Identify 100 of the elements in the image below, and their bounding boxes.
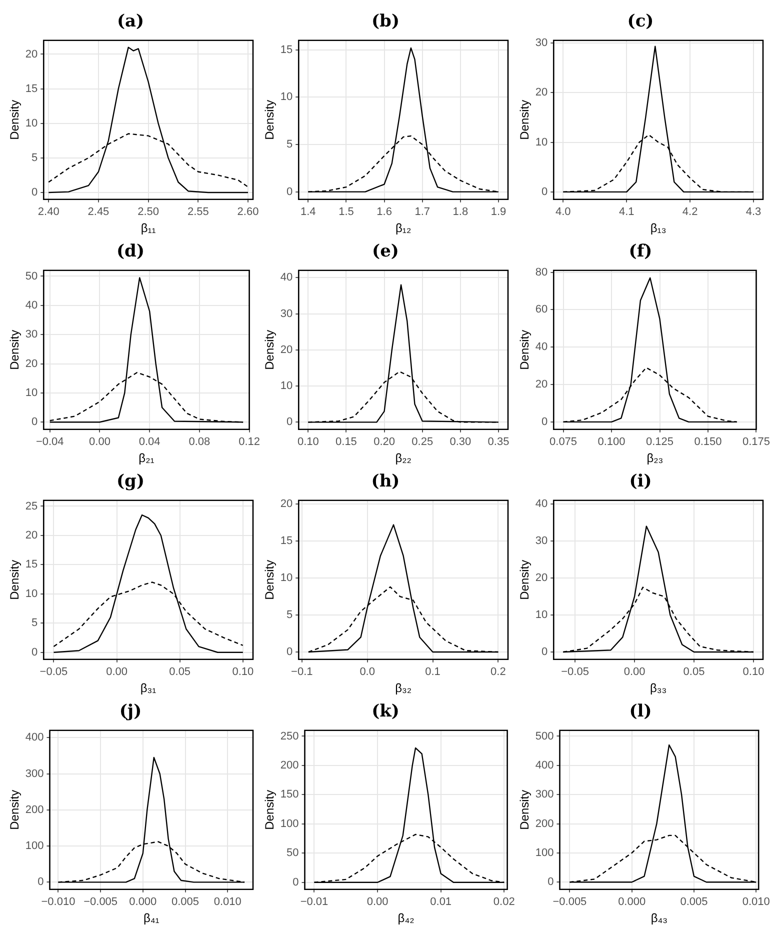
x-tick-label: −0.005 [552, 896, 587, 908]
y-tick-label: 5 [286, 609, 293, 622]
y-tick-label: 10 [280, 572, 293, 584]
y-tick-label: 5 [32, 617, 38, 630]
x-tick-label: 1.4 [300, 206, 316, 218]
x-tick-label: 0.100 [598, 436, 626, 448]
y-tick-label: 0 [548, 876, 554, 888]
x-tick-label: 0.30 [450, 436, 472, 448]
y-axis-title: Density [262, 790, 277, 830]
x-tick-label: 0.0 [360, 666, 375, 678]
x-tick-label: 2.50 [138, 206, 160, 218]
chart-title: (e) [372, 242, 399, 262]
x-tick-label: −0.05 [40, 666, 68, 678]
y-tick-label: 10 [280, 380, 293, 392]
y-tick-label: 15 [25, 82, 38, 95]
y-tick-label: 300 [25, 768, 44, 780]
x-tick-label: 0.175 [742, 436, 770, 448]
y-axis-title: Density [518, 100, 532, 140]
x-tick-label: 0.25 [412, 436, 434, 448]
y-tick-label: 30 [535, 535, 548, 548]
x-tick-label: 1.9 [490, 206, 506, 218]
x-tick-label: 0.10 [742, 666, 764, 678]
x-tick-label: 0.15 [336, 436, 357, 448]
x-tick-label: 0.05 [683, 666, 705, 678]
x-tick-label: 0.010 [742, 896, 770, 908]
y-tick-label: 0 [542, 186, 548, 198]
y-axis-title: Density [518, 790, 532, 830]
x-tick-label: 1.6 [376, 206, 392, 218]
x-tick-label: 2.55 [187, 206, 209, 218]
chart-title: (g) [116, 472, 144, 492]
y-tick-label: 300 [535, 788, 554, 801]
y-tick-label: 60 [535, 304, 548, 316]
chart-title: (d) [116, 242, 144, 262]
x-tick-label: 0.20 [374, 436, 395, 448]
y-tick-label: 200 [25, 804, 44, 816]
x-axis-title: β₄₂ [398, 911, 415, 926]
chart-title: (h) [371, 472, 400, 492]
y-tick-label: 5 [32, 152, 38, 164]
y-tick-label: 200 [280, 760, 299, 772]
x-tick-label: 0.005 [680, 896, 708, 908]
y-tick-label: 0 [32, 646, 38, 658]
x-axis-title: β₂₃ [646, 451, 664, 466]
y-axis-title: Density [262, 560, 277, 600]
y-tick-label: 40 [535, 341, 548, 354]
x-axis-title: β₂₁ [138, 451, 154, 466]
x-axis-title: β₁₂ [396, 221, 412, 236]
y-tick-label: 400 [535, 759, 554, 772]
y-tick-label: 100 [280, 818, 299, 830]
y-tick-label: 10 [25, 386, 38, 399]
x-tick-label: 0.04 [138, 436, 160, 448]
x-tick-label: 1.5 [338, 206, 354, 218]
y-axis-title: Density [8, 100, 22, 140]
x-tick-label: −0.01 [300, 896, 328, 908]
x-axis-title: β₃₁ [140, 681, 156, 696]
y-tick-label: 25 [25, 500, 38, 512]
chart-title: (i) [629, 472, 652, 492]
y-tick-label: 400 [25, 732, 44, 744]
y-tick-label: 100 [25, 840, 44, 852]
x-axis-title: β₄₁ [143, 911, 160, 926]
x-tick-label: −0.04 [36, 436, 64, 448]
y-tick-label: 0 [32, 416, 38, 428]
y-axis-title: Density [8, 560, 22, 600]
x-tick-label: 0.1 [425, 666, 440, 678]
x-tick-label: 2.45 [88, 206, 110, 218]
y-tick-label: 0 [286, 416, 293, 428]
x-axis-title: β₁₃ [650, 221, 666, 236]
x-tick-label: 4.2 [682, 206, 698, 218]
y-tick-label: 30 [535, 36, 548, 49]
y-tick-label: 500 [535, 730, 554, 742]
x-tick-label: 0.05 [169, 666, 191, 678]
y-tick-label: 40 [280, 272, 293, 284]
x-axis-title: β₂₂ [395, 451, 412, 466]
y-tick-label: 50 [286, 847, 299, 860]
y-axis-title: Density [8, 790, 22, 830]
y-tick-label: 30 [25, 328, 38, 341]
y-tick-label: 150 [280, 788, 299, 801]
x-tick-label: 0.00 [624, 666, 646, 678]
y-tick-label: 15 [25, 558, 38, 571]
y-tick-label: 15 [280, 535, 293, 548]
y-tick-label: 20 [535, 378, 548, 391]
x-tick-label: −0.05 [561, 666, 589, 678]
y-tick-label: 0 [542, 646, 548, 658]
y-tick-label: 40 [535, 498, 548, 510]
x-axis-title: β₃₃ [650, 681, 667, 696]
y-tick-label: 20 [535, 572, 548, 584]
y-tick-label: 40 [25, 299, 38, 312]
x-tick-label: −0.010 [41, 896, 76, 908]
chart-title: (f) [628, 242, 652, 262]
x-tick-label: 0.005 [171, 896, 200, 908]
y-axis-title: Density [262, 330, 277, 370]
x-tick-label: −0.1 [291, 666, 313, 678]
y-axis-title: Density [262, 100, 277, 140]
y-axis-title: Density [518, 560, 532, 600]
y-tick-label: 20 [25, 530, 38, 542]
x-tick-label: −0.005 [84, 896, 118, 908]
x-tick-label: 0.01 [430, 896, 452, 908]
x-axis-title: β₃₂ [395, 681, 412, 696]
x-tick-label: 0.000 [618, 896, 646, 908]
x-tick-label: 0.00 [106, 666, 128, 678]
x-tick-label: 0.150 [694, 436, 722, 448]
